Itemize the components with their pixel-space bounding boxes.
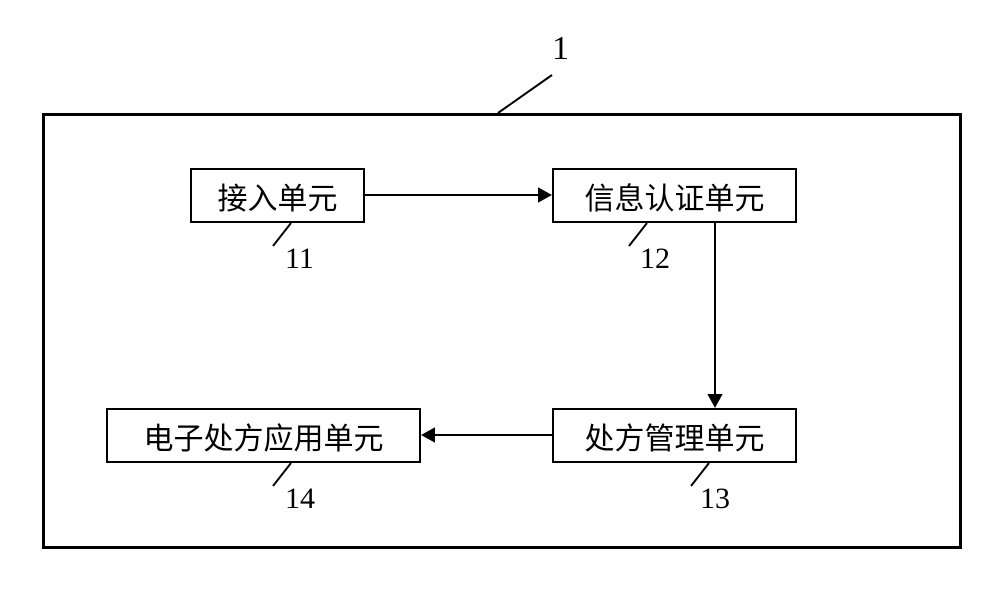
ref-label-13: 13	[700, 482, 730, 516]
node-info-auth-unit: 信息认证单元	[552, 168, 797, 223]
node-eprescription-app-unit: 电子处方应用单元	[106, 408, 421, 463]
ref-label-12: 12	[640, 242, 670, 276]
node-label: 电子处方应用单元	[144, 414, 384, 458]
node-prescription-mgmt-unit: 处方管理单元	[552, 408, 797, 463]
node-label: 处方管理单元	[585, 414, 765, 458]
node-label: 接入单元	[218, 174, 338, 218]
ref-label-14: 14	[285, 482, 315, 516]
node-access-unit: 接入单元	[190, 168, 365, 223]
container-ref-label: 1	[552, 30, 569, 68]
container-box	[42, 113, 962, 549]
node-label: 信息认证单元	[585, 174, 765, 218]
diagram-canvas: 接入单元 信息认证单元 处方管理单元 电子处方应用单元 1 11 12 13 1…	[0, 0, 1000, 609]
ref-label-11: 11	[285, 242, 314, 276]
